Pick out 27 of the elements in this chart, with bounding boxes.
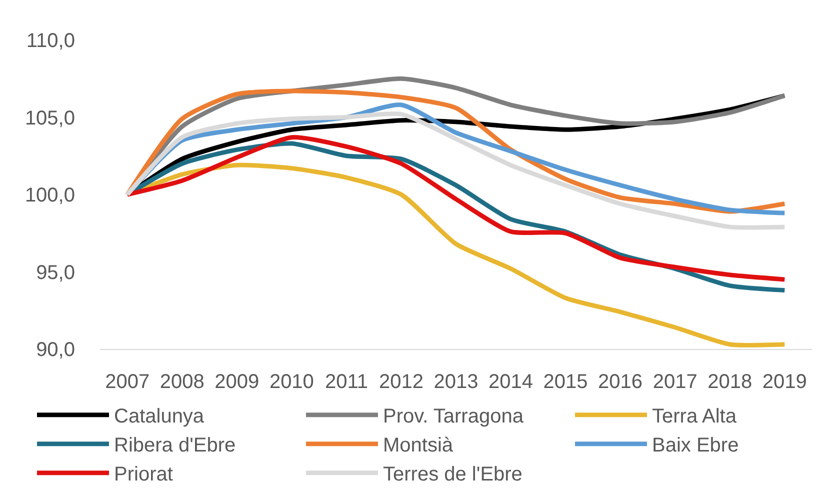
legend-label: Priorat: [114, 464, 174, 486]
line-series: [125, 111, 787, 230]
x-tick-label: 2011: [324, 371, 368, 393]
y-tick-label: 95,0: [36, 262, 75, 284]
y-tick-label: 110,0: [26, 30, 75, 52]
y-tick-label: 105,0: [24, 107, 75, 130]
legend-label: Catalunya: [114, 406, 205, 428]
legend-label: Ribera d'Ebre: [114, 434, 236, 457]
x-tick-label: 2007: [105, 371, 150, 393]
x-tick-label: 2014: [488, 371, 534, 393]
legend-label: Baix Ebre: [652, 434, 739, 457]
x-tick-label: 2013: [434, 371, 478, 393]
x-tick-label: 2017: [652, 371, 698, 393]
x-tick-label: 2015: [543, 371, 588, 393]
x-tick-label: 2008: [160, 371, 204, 393]
x-tick-label: 2018: [708, 371, 752, 393]
x-tick-label: 2019: [762, 371, 807, 393]
x-tick-label: 2016: [598, 371, 643, 393]
x-tick-label: 2012: [378, 371, 424, 393]
y-tick-label: 90,0: [36, 339, 75, 361]
legend-label: Montsià: [383, 434, 454, 457]
y-tick-label: 100,0: [24, 184, 75, 206]
legend-label: Terres de l'Ebre: [383, 464, 522, 486]
x-tick-label: 2010: [269, 371, 314, 393]
legend-label: Terra Alta: [652, 406, 738, 428]
x-tick-label: 2009: [214, 371, 260, 393]
legend-label: Prov. Tarragona: [383, 406, 524, 428]
